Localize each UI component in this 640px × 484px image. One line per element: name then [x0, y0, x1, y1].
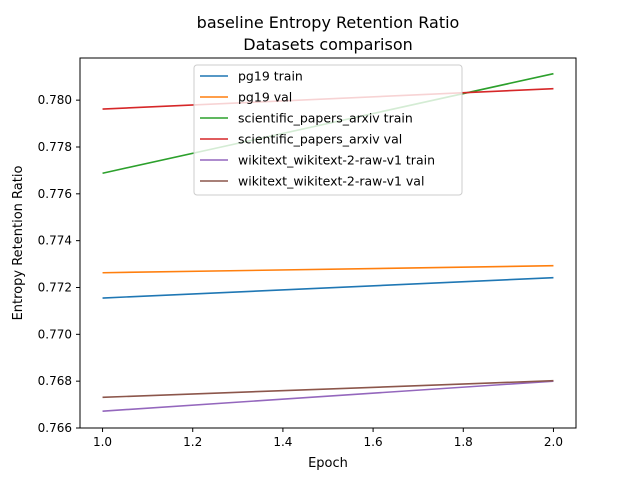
legend-label: pg19 val [238, 90, 292, 105]
y-tick-label: 0.770 [38, 327, 72, 341]
x-tick-label: 1.4 [273, 435, 292, 449]
y-tick-label: 0.778 [38, 140, 72, 154]
y-tick-label: 0.766 [38, 421, 72, 435]
y-tick-label: 0.768 [38, 374, 72, 388]
chart-title: baseline Entropy Retention Ratio [197, 13, 460, 32]
y-tick-label: 0.772 [38, 280, 72, 294]
y-axis-label: Entropy Retention Ratio [11, 166, 26, 321]
x-tick-label: 1.2 [183, 435, 202, 449]
x-tick-label: 1.8 [454, 435, 473, 449]
y-tick-label: 0.780 [38, 93, 72, 107]
legend: pg19 train pg19 val scientific_papers_arxi… [193, 64, 463, 196]
x-tick-label: 2.0 [544, 435, 563, 449]
legend-items: pg19 train pg19 val scientific_papers_arxi… [200, 69, 435, 189]
legend-frame [193, 64, 463, 196]
y-tick-label: 0.776 [38, 187, 72, 201]
series-line [102, 264, 554, 274]
plot-area-frame [79, 57, 577, 429]
series-line [102, 276, 554, 299]
x-tick-label: 1.6 [364, 435, 383, 449]
legend-label: wikitext_wikitext-2-raw-v1 train [238, 153, 435, 168]
y-axis-ticks: 0.766 0.768 0.770 0.772 0.774 0.776 0.778 0.780 [38, 93, 80, 435]
x-axis-label: Epoch [308, 456, 348, 471]
y-tick-label: 0.774 [38, 234, 72, 248]
x-axis-ticks: 1.0 1.2 1.4 1.6 1.8 2.0 [93, 428, 563, 449]
legend-label: wikitext_wikitext-2-raw-v1 val [238, 174, 424, 189]
legend-label: scientific_papers_arxiv train [238, 111, 413, 126]
x-tick-label: 1.0 [93, 435, 112, 449]
legend-label: scientific_papers_arxiv val [238, 132, 402, 147]
legend-label: pg19 train [238, 69, 303, 84]
series-line [102, 379, 554, 399]
series-line [102, 380, 554, 412]
axes-layer [79, 57, 577, 429]
chart-subtitle: Datasets comparison [243, 35, 413, 54]
